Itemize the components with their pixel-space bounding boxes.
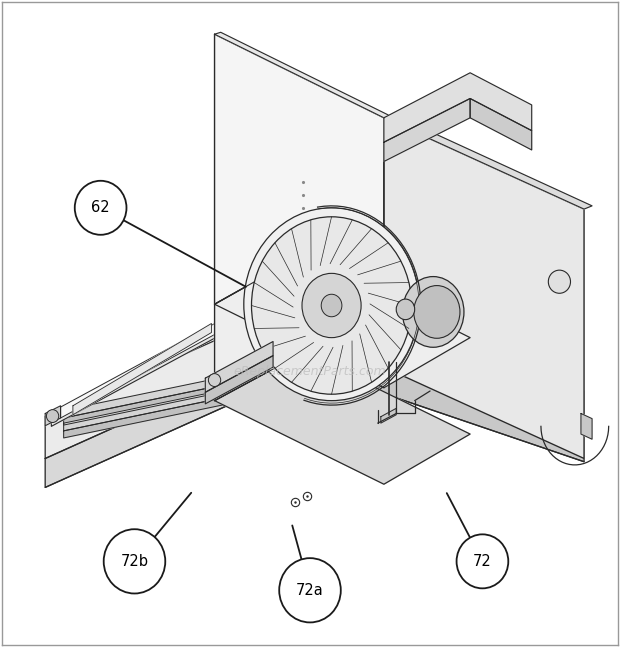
Polygon shape — [205, 342, 273, 392]
Circle shape — [456, 534, 508, 588]
Polygon shape — [45, 406, 61, 426]
Polygon shape — [381, 408, 396, 423]
Polygon shape — [384, 73, 532, 142]
Polygon shape — [61, 320, 221, 418]
Text: 72: 72 — [473, 554, 492, 569]
Polygon shape — [384, 118, 584, 459]
Text: 72a: 72a — [296, 583, 324, 598]
Circle shape — [279, 558, 341, 622]
Text: eReplacementParts.com: eReplacementParts.com — [234, 365, 386, 378]
Circle shape — [46, 410, 59, 422]
Ellipse shape — [252, 217, 412, 394]
Ellipse shape — [396, 299, 415, 320]
Ellipse shape — [414, 285, 460, 338]
Polygon shape — [215, 254, 470, 388]
Circle shape — [75, 181, 126, 235]
Polygon shape — [73, 324, 211, 415]
Circle shape — [104, 529, 166, 593]
Ellipse shape — [402, 276, 464, 347]
Polygon shape — [64, 330, 513, 431]
Polygon shape — [64, 325, 513, 425]
Circle shape — [548, 270, 570, 293]
Polygon shape — [384, 98, 470, 162]
Polygon shape — [215, 254, 304, 400]
Polygon shape — [64, 338, 513, 438]
Polygon shape — [470, 98, 532, 150]
Circle shape — [208, 373, 221, 386]
Polygon shape — [51, 317, 230, 426]
Text: 62: 62 — [91, 201, 110, 215]
Ellipse shape — [244, 208, 419, 400]
Polygon shape — [215, 32, 390, 118]
Polygon shape — [384, 115, 592, 209]
Polygon shape — [45, 340, 310, 487]
Ellipse shape — [321, 294, 342, 317]
Polygon shape — [64, 317, 513, 418]
Polygon shape — [310, 340, 584, 462]
Ellipse shape — [302, 274, 361, 338]
Polygon shape — [205, 356, 273, 404]
Polygon shape — [215, 353, 470, 484]
Text: 72b: 72b — [120, 554, 148, 569]
Polygon shape — [45, 298, 584, 459]
Polygon shape — [581, 413, 592, 439]
Polygon shape — [215, 34, 384, 388]
Polygon shape — [215, 254, 304, 400]
